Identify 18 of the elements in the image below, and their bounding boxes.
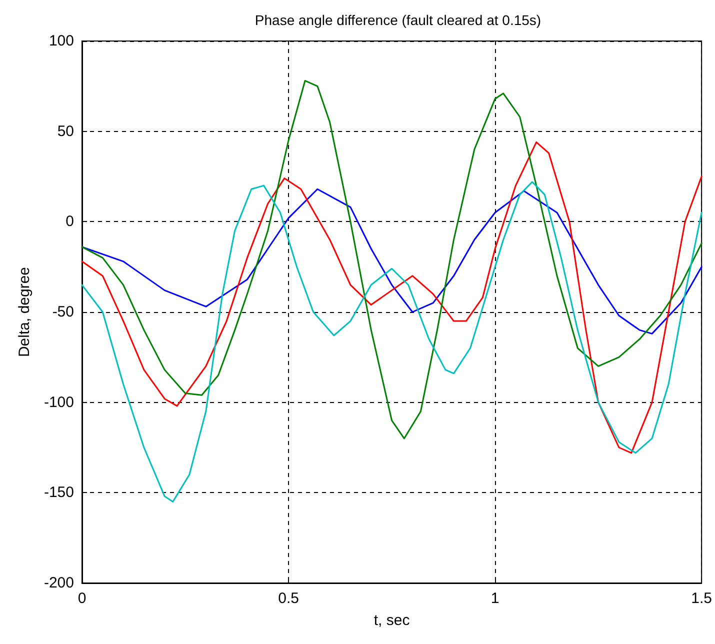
y-tick-label: -150 bbox=[44, 484, 74, 502]
x-tick-label: 0 bbox=[78, 590, 86, 607]
y-tick-label: 100 bbox=[48, 32, 74, 50]
y-tick-label: -200 bbox=[44, 574, 74, 592]
x-tick-label: 1 bbox=[490, 590, 500, 607]
y-tick-label: -50 bbox=[52, 304, 74, 320]
line-series bbox=[81, 141, 702, 454]
y-tick-label: -100 bbox=[44, 394, 74, 411]
y-tick-label: 50 bbox=[57, 122, 74, 140]
x-axis-title: t, sec bbox=[374, 612, 410, 629]
x-tick-label: 1.5 bbox=[691, 590, 712, 607]
x-tick-label: 0.5 bbox=[278, 590, 299, 607]
chart-title: Phase angle difference (fault cleared at 0.15s) bbox=[254, 12, 542, 28]
line-series bbox=[81, 181, 702, 502]
line-series bbox=[81, 80, 702, 440]
y-tick-label: 0 bbox=[66, 213, 74, 230]
line-series bbox=[81, 188, 702, 334]
y-axis-title: Delta, degree bbox=[16, 266, 33, 358]
